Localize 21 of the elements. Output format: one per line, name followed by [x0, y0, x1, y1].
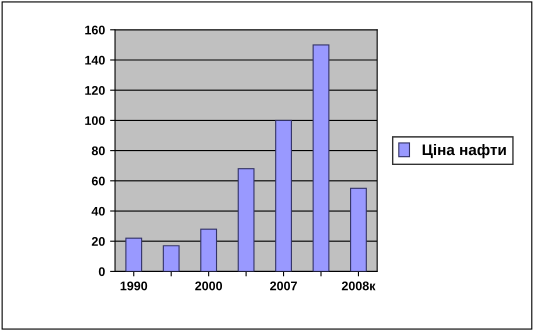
y-tick-label: 60 [92, 176, 105, 186]
y-tick-label: 0 [98, 267, 105, 276]
bar [350, 188, 367, 272]
bar [125, 238, 142, 272]
y-tick-label: 100 [85, 116, 105, 126]
y-tick-label: 40 [92, 206, 105, 216]
y-tick-label: 120 [85, 86, 105, 95]
bar [200, 228, 218, 272]
x-tick-label: 1990 [120, 281, 148, 290]
x-tick-label: 2008к [342, 281, 376, 290]
x-tick-label: 2007 [270, 281, 297, 290]
bar [275, 120, 292, 272]
bar [162, 245, 180, 272]
bar [238, 168, 255, 272]
y-tick-label: 80 [92, 146, 105, 156]
bar [312, 44, 330, 272]
y-tick-label: 20 [92, 237, 105, 246]
legend-label: Ціна нафти [422, 144, 506, 158]
x-tick-label: 2000 [195, 281, 222, 290]
y-tick-label: 140 [85, 56, 105, 65]
y-tick-label: 160 [85, 26, 105, 34]
